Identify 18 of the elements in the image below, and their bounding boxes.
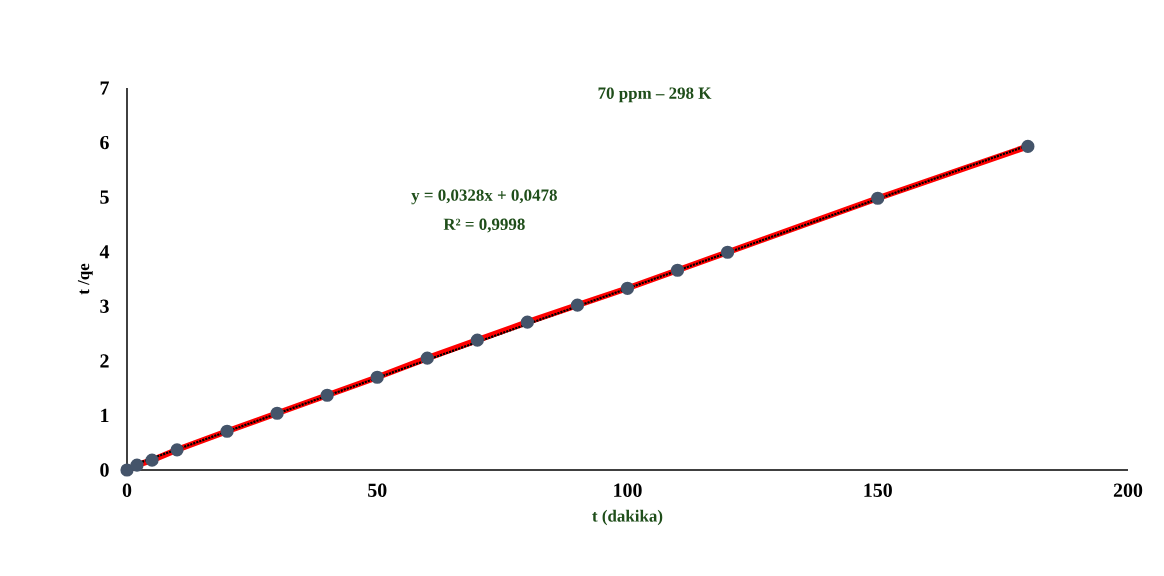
y-axis-title: t /qe <box>77 263 93 295</box>
x-tick-label: 200 <box>1113 483 1143 497</box>
annotation: R² = 0,9998 <box>443 218 525 233</box>
x-axis-title: t (dakika) <box>592 509 663 526</box>
y-tick-label: 2 <box>100 354 109 368</box>
y-tick-label: 0 <box>100 463 109 477</box>
x-tick-label: 150 <box>864 483 892 497</box>
x-tick-label: 0 <box>122 483 132 497</box>
y-tick-label: 4 <box>99 245 110 259</box>
y-tick-label: 5 <box>100 190 109 204</box>
chart-title: 70 ppm – 298 K <box>598 87 712 103</box>
y-tick-label: 7 <box>100 81 109 95</box>
x-tick-label: 100 <box>614 483 642 497</box>
x-tick-label: 50 <box>368 483 387 497</box>
annotation: y = 0,0328x + 0,0478 <box>411 189 557 205</box>
y-tick-label: 3 <box>100 299 109 313</box>
y-tick-label: 6 <box>100 135 109 150</box>
y-tick-label: 1 <box>101 408 109 423</box>
